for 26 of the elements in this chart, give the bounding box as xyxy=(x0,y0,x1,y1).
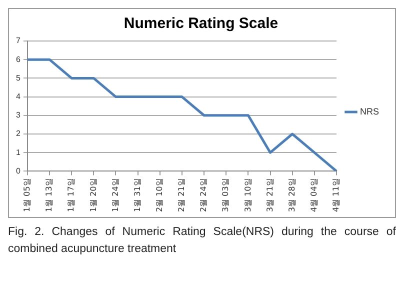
x-tick-label: 3월 21일 xyxy=(265,178,274,212)
chart-title: Numeric Rating Scale xyxy=(124,15,278,32)
y-tick-label: 5 xyxy=(16,73,21,82)
x-tick-label: 3월 03일 xyxy=(221,178,230,212)
y-tick-label: 7 xyxy=(16,36,21,46)
x-tick-label: 2월 10일 xyxy=(154,178,164,212)
caption: Fig. 2. Changes of Numeric Rating Scale(NRS) during the course of combined acupuncture treatment xyxy=(8,225,396,257)
x-tick-label: 1월 13일 xyxy=(44,178,54,212)
x-tick-label: 1월 31일 xyxy=(132,178,142,212)
x-tick-label: 3월 28일 xyxy=(287,178,296,212)
x-tick-label: 2월 24일 xyxy=(199,178,208,212)
y-tick-label: 4 xyxy=(16,92,21,101)
y-tick-label: 3 xyxy=(16,110,21,120)
x-tick-label: 3월 10일 xyxy=(243,178,252,212)
x-tick-label: 1월 17일 xyxy=(66,178,76,212)
y-tick-label: 1 xyxy=(16,148,21,157)
y-tick-label: 2 xyxy=(16,129,21,138)
x-tick-label: 4월 11일 xyxy=(332,178,341,212)
x-tick-label: 2월 21일 xyxy=(177,178,186,212)
legend-label: NRS xyxy=(360,106,380,116)
x-tick-label: 4월 04일 xyxy=(310,178,318,212)
y-tick-label: 6 xyxy=(16,54,21,64)
x-tick-label: 1월 05일 xyxy=(22,178,32,212)
x-tick-label: 1월 24일 xyxy=(110,178,120,212)
y-tick-label: 0 xyxy=(16,166,21,176)
x-tick-label: 1월 20일 xyxy=(88,178,98,212)
